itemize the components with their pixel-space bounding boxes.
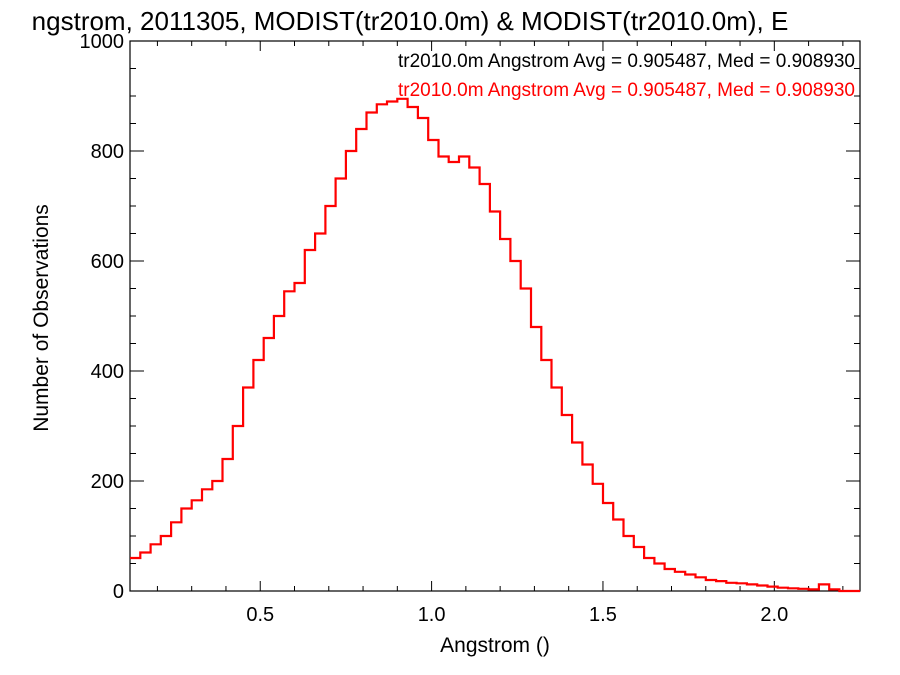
plot-border (129, 40, 861, 592)
y-axis-label: Number of Observations (30, 204, 53, 432)
x-tick-label: 1.0 (418, 604, 446, 626)
y-tick-label: 400 (91, 361, 124, 383)
series-line-0 (130, 97, 860, 593)
tick-labels: 0.5 1.0 1.5 2.0 0 200 400 600 800 1000 (80, 31, 789, 626)
axis-ticks (130, 40, 860, 592)
x-tick-label: 0.5 (246, 604, 274, 626)
legend-entry-black: tr2010.0m Angstrom Avg = 0.905487, Med =… (398, 51, 855, 72)
y-tick-label: 800 (91, 141, 124, 163)
y-tick-label: 1000 (80, 31, 125, 53)
plot-frame (129, 40, 861, 592)
chart-title: ngstrom, 2011305, MODIST(tr2010.0m) & MO… (32, 6, 789, 36)
x-tick-label: 1.5 (589, 604, 617, 626)
y-tick-label: 600 (91, 251, 124, 273)
x-tick-label: 2.0 (760, 604, 788, 626)
y-tick-label: 200 (91, 471, 124, 493)
series-group (130, 97, 860, 593)
legend-entry-red: tr2010.0m Angstrom Avg = 0.905487, Med =… (398, 80, 855, 101)
x-axis-label: Angstrom () (440, 634, 550, 657)
y-tick-label: 0 (113, 581, 124, 603)
